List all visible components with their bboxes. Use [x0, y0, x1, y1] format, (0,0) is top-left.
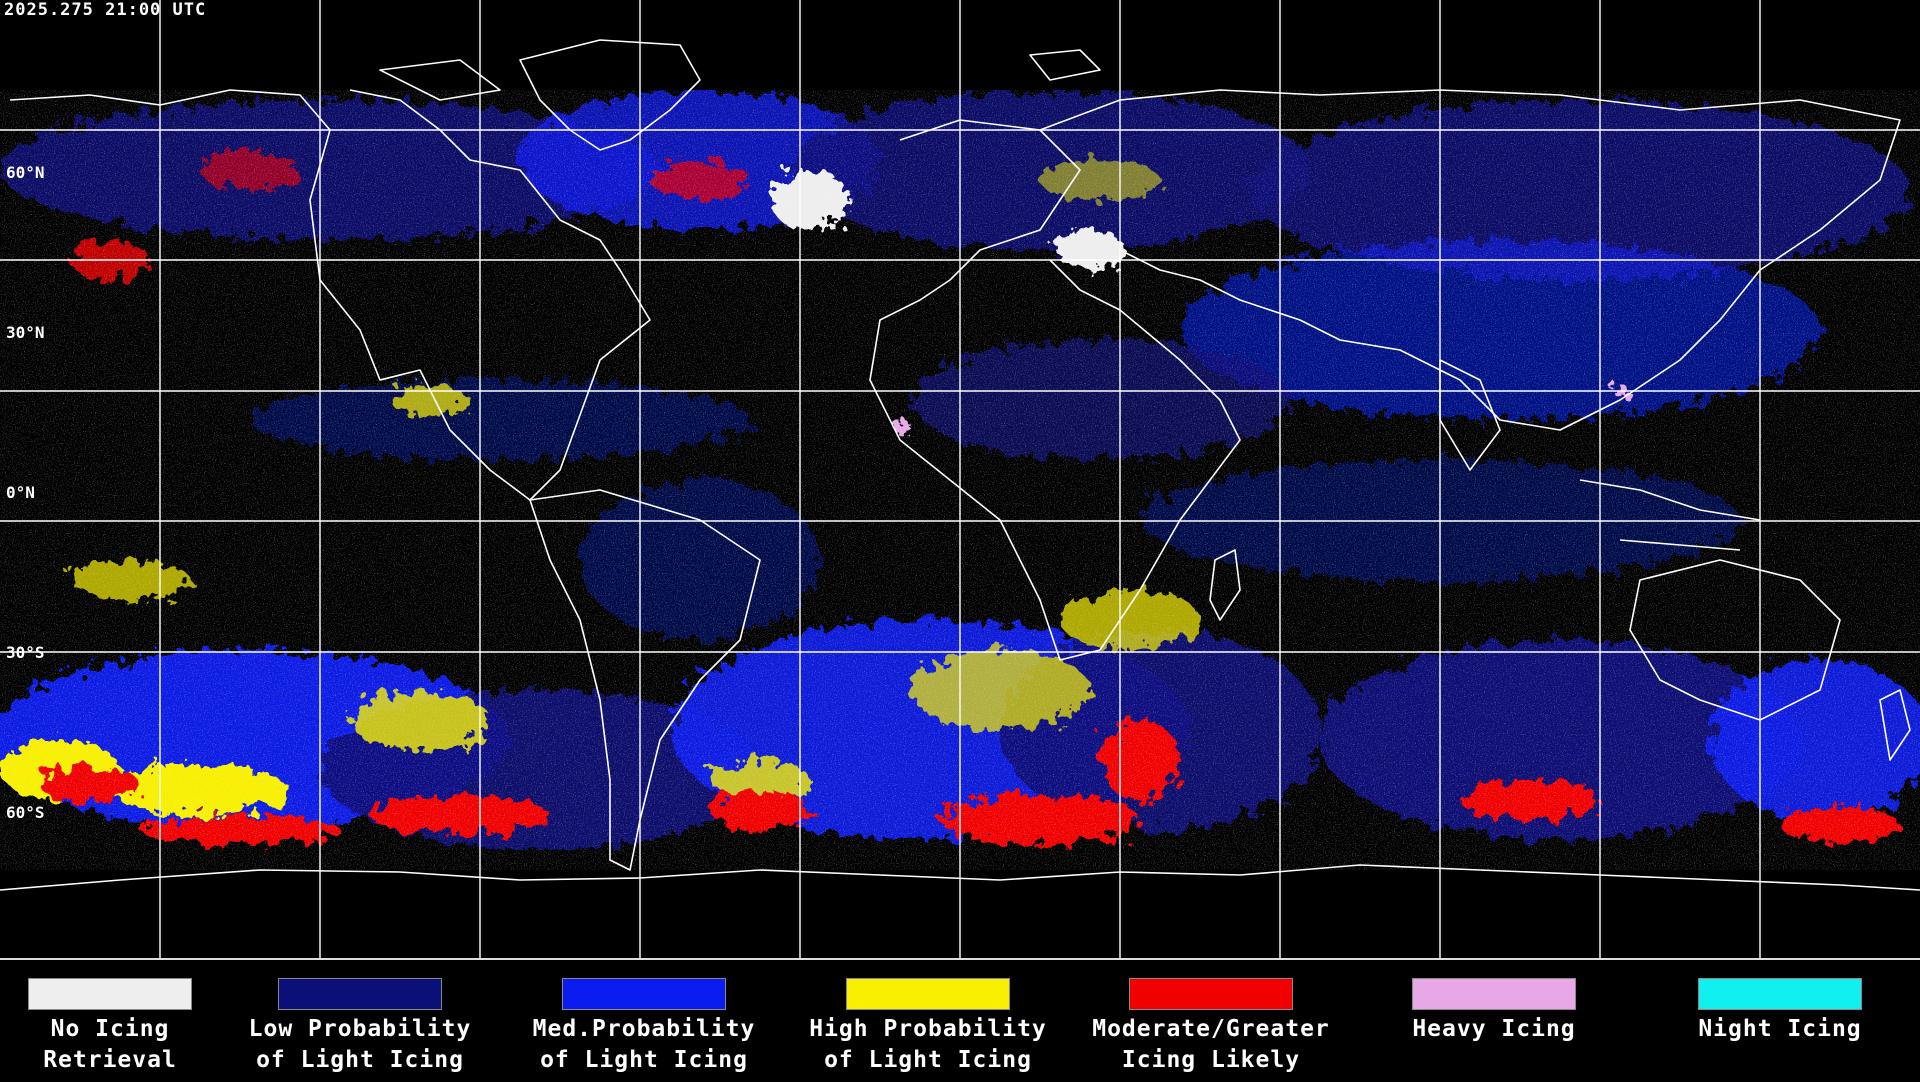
legend-swatch-no-icing [28, 978, 192, 1010]
legend-item-heavy: Heavy Icing [1364, 978, 1624, 1045]
legend-item-night: Night Icing [1650, 978, 1910, 1045]
legend-label-low-prob-line2: of Light Icing [256, 1047, 464, 1073]
legend-label-high-prob-line1: High Probability [809, 1016, 1047, 1042]
lat-label-0n: 0°N [6, 483, 35, 502]
legend-item-med-prob: Med.Probability of Light Icing [514, 978, 774, 1076]
lat-label-60n: 60°N [6, 163, 45, 182]
legend-label-moderate-line1: Moderate/Greater [1092, 1016, 1330, 1042]
map-canvas [0, 0, 1920, 958]
legend-swatch-moderate [1129, 978, 1293, 1010]
legend-label-high-prob-line2: of Light Icing [824, 1047, 1032, 1073]
legend-label-no-icing-line1: No Icing [50, 1016, 170, 1042]
legend-swatch-night [1698, 978, 1862, 1010]
legend-label-low-prob-line1: Low Probability [248, 1016, 472, 1042]
legend-label-no-icing-line2: Retrieval [43, 1047, 177, 1073]
legend-item-high-prob: High Probability of Light Icing [798, 978, 1058, 1076]
legend-label-heavy: Heavy Icing [1412, 1016, 1576, 1042]
legend-item-low-prob: Low Probability of Light Icing [230, 978, 490, 1076]
legend-item-no-icing: No Icing Retrieval [0, 978, 240, 1076]
graticule [0, 0, 1920, 958]
legend-swatch-med-prob [562, 978, 726, 1010]
lat-label-30n: 30°N [6, 323, 45, 342]
legend-label-moderate-line2: Icing Likely [1121, 1047, 1301, 1073]
legend-label-med-prob-line2: of Light Icing [540, 1047, 748, 1073]
icing-map: 2025.275 21:00 UTC 60°N 30°N 0°N 30°S 60… [0, 0, 1920, 958]
lat-label-60s: 60°S [6, 803, 45, 822]
legend-label-med-prob-line1: Med.Probability [532, 1016, 756, 1042]
legend-swatch-heavy [1412, 978, 1576, 1010]
legend-swatch-low-prob [278, 978, 442, 1010]
legend-swatch-high-prob [846, 978, 1010, 1010]
legend: No Icing Retrieval Low Probability of Li… [0, 958, 1920, 1082]
legend-label-night: Night Icing [1698, 1016, 1862, 1042]
lat-label-30s: 30°S [6, 643, 45, 662]
timestamp: 2025.275 21:00 UTC [4, 0, 207, 20]
legend-item-moderate: Moderate/Greater Icing Likely [1081, 978, 1341, 1076]
